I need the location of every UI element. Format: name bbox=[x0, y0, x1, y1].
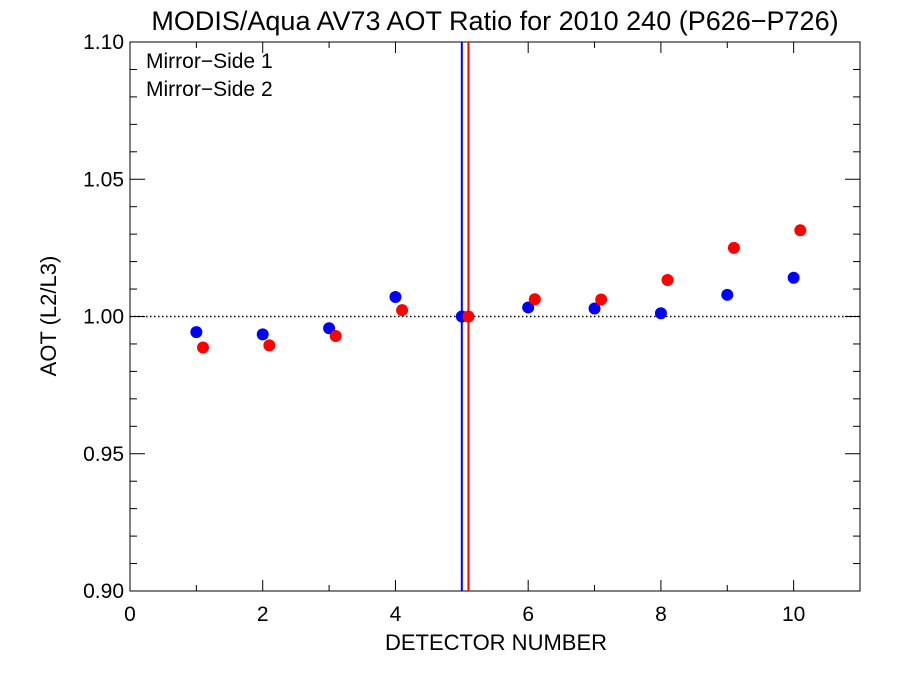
y-tick-label: 1.05 bbox=[83, 168, 124, 191]
plot-area: 0 2 4 6 8 10 0.90 0.95 1.00 1.05 1.10 bbox=[83, 31, 861, 626]
x-tick-label: 0 bbox=[124, 603, 136, 626]
legend-entry-series-2: Mirror−Side 2 bbox=[146, 78, 273, 101]
data-point-series-1 bbox=[721, 288, 734, 301]
data-point-series-2 bbox=[661, 273, 674, 286]
y-tick-label: 1.00 bbox=[83, 306, 124, 329]
x-tick-label: 4 bbox=[390, 603, 402, 626]
data-point-series-2 bbox=[197, 341, 209, 354]
y-axis-label: AOT (L2/L3) bbox=[36, 256, 61, 377]
y-tick-label: 0.95 bbox=[83, 443, 124, 466]
x-tick-label: 10 bbox=[782, 603, 805, 626]
data-point-series-2 bbox=[396, 304, 409, 317]
x-tick-label: 8 bbox=[655, 603, 667, 626]
data-point-series-2 bbox=[794, 224, 807, 237]
data-point-series-1 bbox=[787, 271, 800, 284]
data-point-series-1 bbox=[588, 302, 601, 315]
y-tick-label: 1.10 bbox=[83, 31, 124, 54]
data-point-series-1 bbox=[256, 328, 269, 341]
data-point-series-2 bbox=[329, 329, 342, 342]
data-point-series-2 bbox=[462, 310, 475, 323]
data-point-series-1 bbox=[190, 326, 203, 339]
x-axis-label: DETECTOR NUMBER bbox=[385, 630, 607, 655]
y-tick-label: 0.90 bbox=[83, 580, 124, 603]
legend-entry-series-1: Mirror−Side 1 bbox=[146, 50, 273, 73]
data-point-series-1 bbox=[654, 307, 667, 320]
x-tick-label: 6 bbox=[522, 603, 534, 626]
data-point-series-2 bbox=[528, 293, 541, 306]
data-point-series-2 bbox=[727, 241, 740, 254]
x-tick-label: 2 bbox=[257, 603, 269, 626]
data-point-series-2 bbox=[263, 339, 276, 352]
legend: Mirror−Side 1 Mirror−Side 2 bbox=[146, 50, 273, 101]
data-point-series-2 bbox=[595, 293, 608, 306]
chart-title: MODIS/Aqua AV73 AOT Ratio for 2010 240 (… bbox=[151, 6, 838, 36]
data-point-series-1 bbox=[522, 301, 535, 314]
data-point-series-1 bbox=[389, 291, 402, 304]
